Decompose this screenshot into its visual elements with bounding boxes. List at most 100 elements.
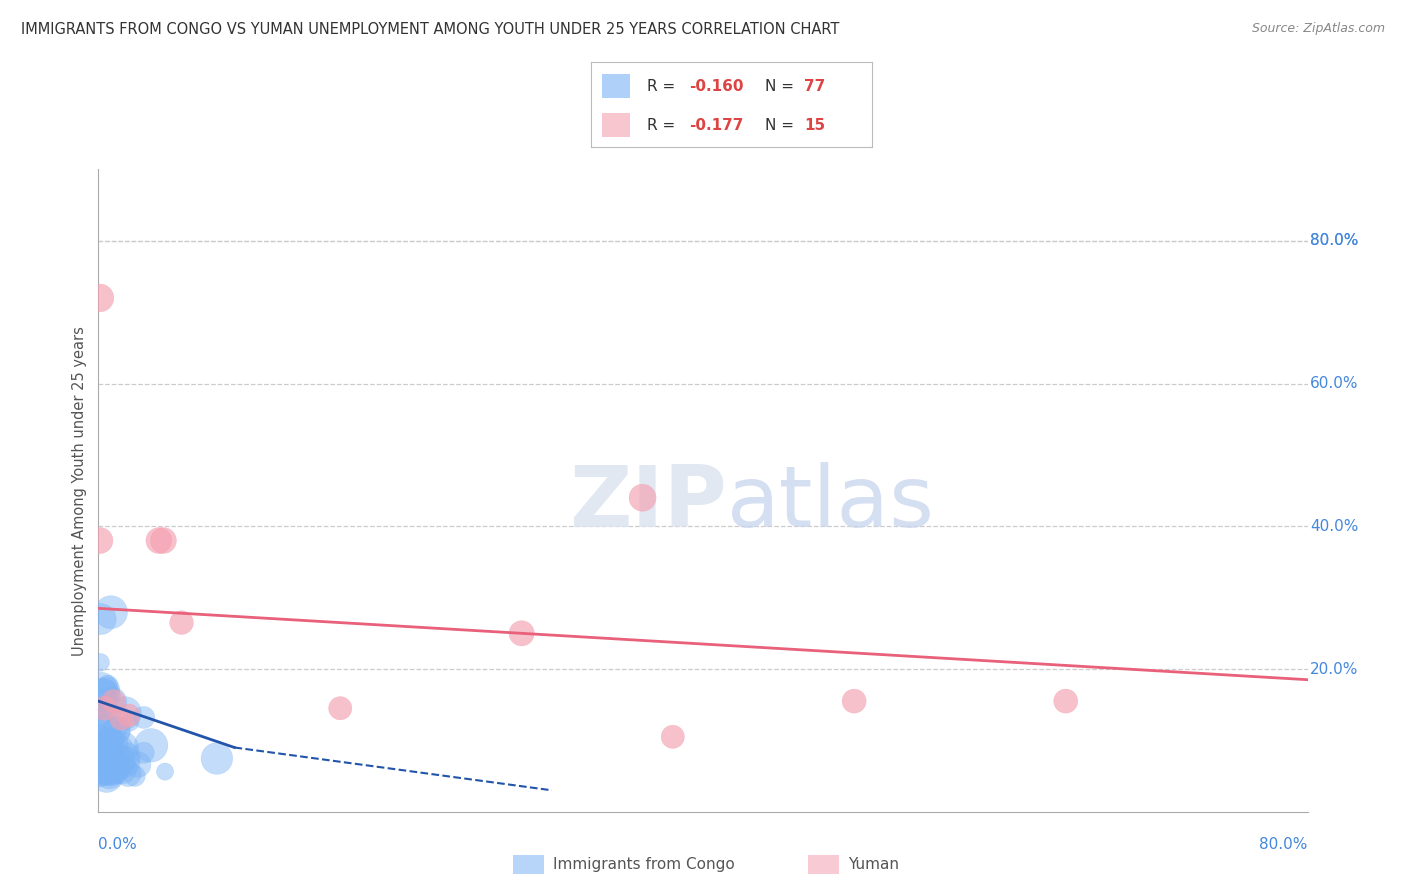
Point <box>631 491 654 505</box>
Point <box>96 682 118 697</box>
Point <box>124 769 146 783</box>
Point <box>93 739 115 753</box>
Text: Source: ZipAtlas.com: Source: ZipAtlas.com <box>1251 22 1385 36</box>
Text: 80.0%: 80.0% <box>1260 838 1308 853</box>
Point <box>110 762 132 776</box>
Point <box>153 764 176 779</box>
Y-axis label: Unemployment Among Youth under 25 years: Unemployment Among Youth under 25 years <box>72 326 87 656</box>
Point <box>93 757 115 772</box>
Text: 77: 77 <box>804 78 825 94</box>
Point <box>89 533 111 548</box>
Point <box>510 626 533 640</box>
Point <box>114 706 136 720</box>
Point <box>100 605 122 619</box>
Point <box>94 725 117 739</box>
Text: 20.0%: 20.0% <box>1310 662 1358 676</box>
Point <box>127 757 149 772</box>
Point <box>89 762 111 776</box>
Point <box>91 764 114 779</box>
Point <box>98 751 121 765</box>
Text: atlas: atlas <box>727 462 935 545</box>
Point <box>96 723 118 737</box>
Point <box>91 708 114 723</box>
Point <box>105 764 128 779</box>
Point <box>101 757 124 772</box>
Point <box>97 678 120 692</box>
Point <box>329 701 352 715</box>
Point <box>108 725 131 739</box>
Point <box>132 710 155 724</box>
Point <box>89 743 111 757</box>
Point <box>118 715 141 730</box>
Text: Yuman: Yuman <box>848 857 898 871</box>
Point <box>100 695 122 709</box>
Point <box>94 761 117 775</box>
Text: N =: N = <box>765 118 794 133</box>
Point <box>90 681 112 695</box>
Point <box>105 723 128 737</box>
Point <box>94 742 117 756</box>
Point <box>108 754 131 768</box>
Point <box>110 712 132 726</box>
Point <box>98 765 121 780</box>
Text: -0.177: -0.177 <box>689 118 744 133</box>
Point <box>105 721 128 735</box>
Point <box>89 656 111 670</box>
Point <box>89 740 111 755</box>
Point <box>91 688 114 702</box>
Text: 80.0%: 80.0% <box>1310 234 1358 248</box>
Point <box>89 701 111 715</box>
Point <box>90 739 112 753</box>
Point <box>89 755 111 769</box>
Text: -0.160: -0.160 <box>689 78 744 94</box>
Point <box>89 732 111 747</box>
Text: IMMIGRANTS FROM CONGO VS YUMAN UNEMPLOYMENT AMONG YOUTH UNDER 25 YEARS CORRELATI: IMMIGRANTS FROM CONGO VS YUMAN UNEMPLOYM… <box>21 22 839 37</box>
Text: 60.0%: 60.0% <box>1310 376 1358 391</box>
Text: R =: R = <box>647 78 675 94</box>
Point <box>100 764 122 778</box>
Point <box>96 755 118 769</box>
Point <box>98 768 121 782</box>
Point <box>91 762 114 776</box>
Point <box>97 748 120 763</box>
Point <box>112 755 135 769</box>
Point <box>101 732 124 747</box>
Point <box>105 765 128 780</box>
Point <box>111 740 134 755</box>
Point <box>205 751 228 765</box>
Point <box>89 741 111 756</box>
Text: Immigrants from Congo: Immigrants from Congo <box>553 857 734 871</box>
Point <box>90 756 112 771</box>
Point <box>97 746 120 760</box>
Point <box>108 753 131 767</box>
Point <box>89 291 111 305</box>
Point <box>91 751 114 765</box>
Point <box>98 767 121 781</box>
Point <box>101 739 124 754</box>
Point <box>89 764 111 779</box>
Point <box>98 738 121 752</box>
Point <box>661 730 683 744</box>
Point <box>93 688 115 702</box>
Point <box>104 737 127 751</box>
Point <box>90 612 112 626</box>
Text: R =: R = <box>647 118 675 133</box>
Point <box>103 694 125 708</box>
Text: 80.0%: 80.0% <box>1310 234 1358 248</box>
Point <box>170 615 193 630</box>
Point <box>91 738 114 752</box>
Point <box>152 533 174 548</box>
Point <box>96 764 118 779</box>
Point <box>93 701 115 715</box>
Text: 15: 15 <box>804 118 825 133</box>
Point <box>97 734 120 748</box>
Point <box>94 764 117 779</box>
Point <box>115 748 138 763</box>
Point <box>117 766 139 780</box>
Text: N =: N = <box>765 78 794 94</box>
Point <box>89 729 111 743</box>
Point <box>1054 694 1077 708</box>
Point <box>89 719 111 733</box>
Point <box>844 694 866 708</box>
Point <box>96 769 118 783</box>
